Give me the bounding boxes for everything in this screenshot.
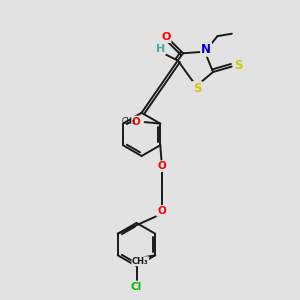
- Text: O: O: [161, 32, 171, 42]
- Text: O: O: [157, 161, 166, 171]
- Text: O: O: [157, 206, 166, 216]
- Text: S: S: [193, 82, 201, 95]
- Text: N: N: [201, 43, 211, 56]
- Text: CH₃: CH₃: [132, 257, 148, 266]
- Text: S: S: [234, 58, 242, 72]
- Text: Cl: Cl: [131, 281, 142, 292]
- Text: CH₃: CH₃: [122, 117, 136, 126]
- Text: O: O: [132, 116, 141, 127]
- Text: H: H: [156, 44, 165, 54]
